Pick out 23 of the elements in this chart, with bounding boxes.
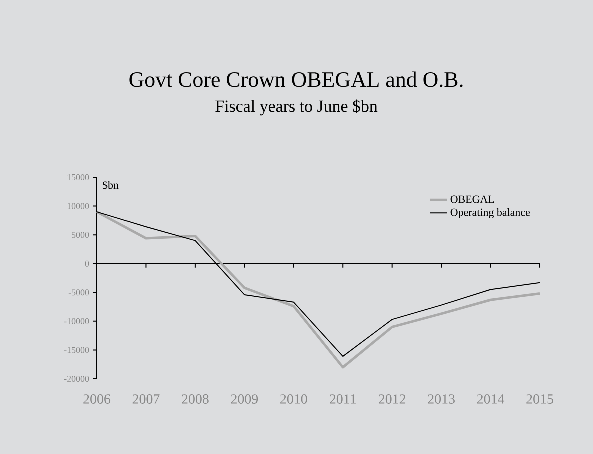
- x-tick-label: 2012: [378, 394, 406, 404]
- x-tick-label: 2011: [330, 394, 356, 404]
- legend-label: Operating balance: [450, 208, 530, 218]
- x-tick-label: 2010: [280, 394, 308, 404]
- x-tick-label: 2006: [84, 394, 111, 404]
- x-tick-label: 2013: [428, 394, 455, 404]
- y-tick-label: 15000: [68, 174, 90, 181]
- y-axis-title: $bn: [102, 181, 119, 190]
- legend-label: OBEGAL: [450, 196, 494, 204]
- y-tick-label: 0: [85, 260, 90, 267]
- y-tick-label: -5000: [68, 290, 90, 296]
- chart-subtitle: Fiscal years to June $bn: [216, 100, 378, 116]
- chart-title: Govt Core Crown OBEGAL and O.B.: [130, 72, 463, 88]
- y-tick-label: 10000: [68, 203, 90, 210]
- y-tick-label: -15000: [64, 347, 90, 354]
- y-tick-label: -20000: [64, 376, 90, 382]
- x-tick-label: 2009: [231, 394, 258, 404]
- x-tick-label: 2014: [477, 394, 505, 404]
- x-tick-label: 2015: [526, 394, 554, 404]
- x-tick-label: 2008: [182, 394, 209, 404]
- y-tick-label: 5000: [72, 232, 90, 238]
- x-tick-label: 2007: [132, 394, 160, 404]
- y-tick-label: -10000: [64, 318, 90, 324]
